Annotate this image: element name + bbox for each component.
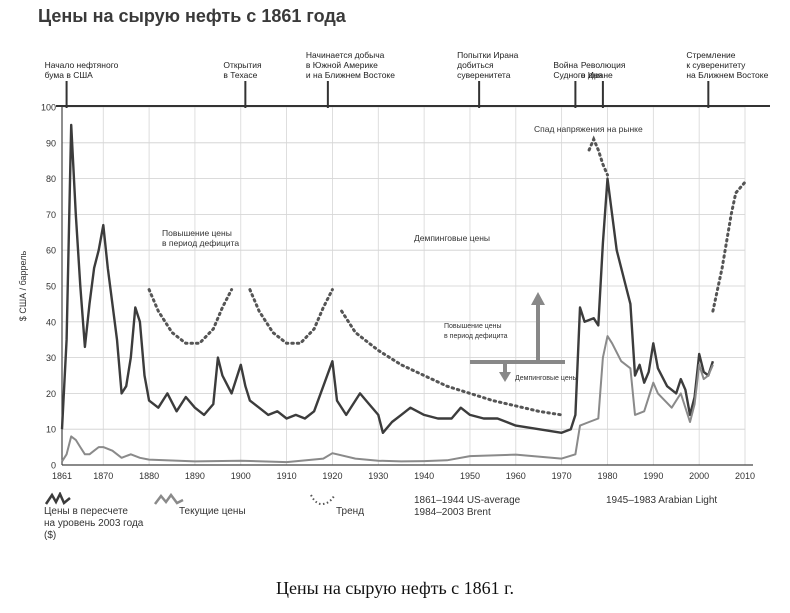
x-tick-label: 1990 <box>643 471 663 481</box>
series-line-trend <box>248 288 334 345</box>
x-tick-label: 2010 <box>735 471 755 481</box>
annotation-dumping-prices: Демпинговые цены <box>414 233 490 243</box>
timeline-event-label: Начало нефтяного <box>45 60 119 70</box>
timeline-event-label: суверенитета <box>457 70 511 80</box>
x-tick-label: 1930 <box>368 471 388 481</box>
timeline-event-label: в Южной Америке <box>306 60 378 70</box>
timeline-event-label: к суверенитету <box>686 60 746 70</box>
y-tick-label: 50 <box>46 282 56 292</box>
annotation-market-easing: Спад напряжения на рынке <box>534 124 643 134</box>
y-tick-label: 20 <box>46 389 56 399</box>
legend-label-line: ($) <box>44 530 57 541</box>
x-tick-label: 1900 <box>231 471 251 481</box>
series-line-trend <box>711 180 747 313</box>
x-tick-label: 1940 <box>414 471 434 481</box>
arrow-up-head <box>531 292 545 305</box>
x-tick-label: 1890 <box>185 471 205 481</box>
x-tick-label: 1880 <box>139 471 159 481</box>
x-tick-label: 2000 <box>689 471 709 481</box>
x-tick-label: 1970 <box>552 471 572 481</box>
x-tick-label: 1861 <box>52 471 72 481</box>
y-tick-label: 40 <box>46 317 56 327</box>
y-tick-label: 30 <box>46 353 56 363</box>
annotation-price-rise-small: Повышение цены <box>444 323 502 330</box>
series <box>60 123 747 464</box>
annotation-price-rise: Повышение цены <box>162 228 232 238</box>
axes: 0 10 20 30 40 50 60 70 80 90 100 1861 1870 1880 1890 19… <box>18 103 755 482</box>
y-tick-label: 0 <box>51 461 56 471</box>
timeline-event-label: Попытки Ирана <box>457 50 519 60</box>
legend-label-line: Текущие цены <box>179 506 246 517</box>
x-tick-label: 1910 <box>277 471 297 481</box>
legend-real-prices: Цены в пересчете на уровень 2003 года ($… <box>44 492 164 542</box>
legend-trend: Тренд <box>308 492 388 518</box>
period-note: 1861–1944 US-average <box>414 495 521 506</box>
x-tick-label: 1870 <box>93 471 113 481</box>
arrow-down-head <box>499 372 511 382</box>
dotted-curve-icon <box>310 494 335 506</box>
period-note-us-brent: 1861–1944 US-average 1984–2003 Brent <box>414 495 520 519</box>
series-line-nominal-prices <box>61 335 714 464</box>
figure-caption: Цены на сырую нефть с 1861 г. <box>275 578 515 598</box>
y-tick-label: 70 <box>46 210 56 220</box>
light-wave-icon <box>154 492 184 505</box>
timeline-event-label: Открытия <box>223 60 262 70</box>
x-tick-label: 1920 <box>322 471 342 481</box>
legend-label-line: на уровень 2003 года <box>44 518 144 529</box>
timeline-event-label: Революция <box>581 60 626 70</box>
timeline-event-label: на Ближнем Востоке <box>686 70 768 80</box>
timeline-event-label: Война <box>553 60 578 70</box>
timeline-event-label: добиться <box>457 60 494 70</box>
annotation-price-rise-small: в период дефицита <box>444 333 508 340</box>
legend-label-line: Цены в пересчете <box>44 506 128 517</box>
dark-wave-icon <box>44 492 71 506</box>
timeline-event-label: Судного дня <box>553 70 602 80</box>
oil-price-chart: 0 10 20 30 40 50 60 70 80 90 100 1861 1870 1880 1890 19… <box>18 50 770 482</box>
series-line-trend <box>340 309 564 417</box>
chart-title: Цены на сырую нефть с 1861 года <box>38 6 346 26</box>
series-line-trend <box>587 135 609 177</box>
legend-nominal-prices: Текущие цены <box>153 492 263 518</box>
y-tick-label: 10 <box>46 425 56 435</box>
timeline-event-label: в Техасе <box>223 70 257 80</box>
annotation-price-rise: в период дефицита <box>162 238 239 248</box>
annotation-dumping-small: Демпинговые цены <box>515 375 578 382</box>
timeline-event-label: бума в США <box>45 70 94 80</box>
series-line-trend <box>147 288 234 345</box>
x-tick-label: 1950 <box>460 471 480 481</box>
period-note: 1984–2003 Brent <box>414 507 491 518</box>
timeline-event-label: Стремление <box>686 50 735 60</box>
legend-label-line: Тренд <box>336 506 365 517</box>
y-tick-label: 100 <box>41 103 56 113</box>
period-note-arabian: 1945–1983 Arabian Light <box>606 495 717 507</box>
timeline-event-label: Начинается добыча <box>306 50 385 60</box>
y-tick-label: 60 <box>46 246 56 256</box>
y-tick-label: 80 <box>46 174 56 184</box>
series-line-real-prices <box>60 123 715 434</box>
period-note: 1945–1983 Arabian Light <box>606 495 718 506</box>
y-tick-label: 90 <box>46 138 56 148</box>
timeline-event-label: и на Ближнем Востоке <box>306 70 395 80</box>
x-tick-label: 1980 <box>597 471 617 481</box>
y-axis-label: $ США / баррель <box>18 251 28 322</box>
timeline-event-label: в Иране <box>581 70 613 80</box>
x-tick-label: 1960 <box>506 471 526 481</box>
